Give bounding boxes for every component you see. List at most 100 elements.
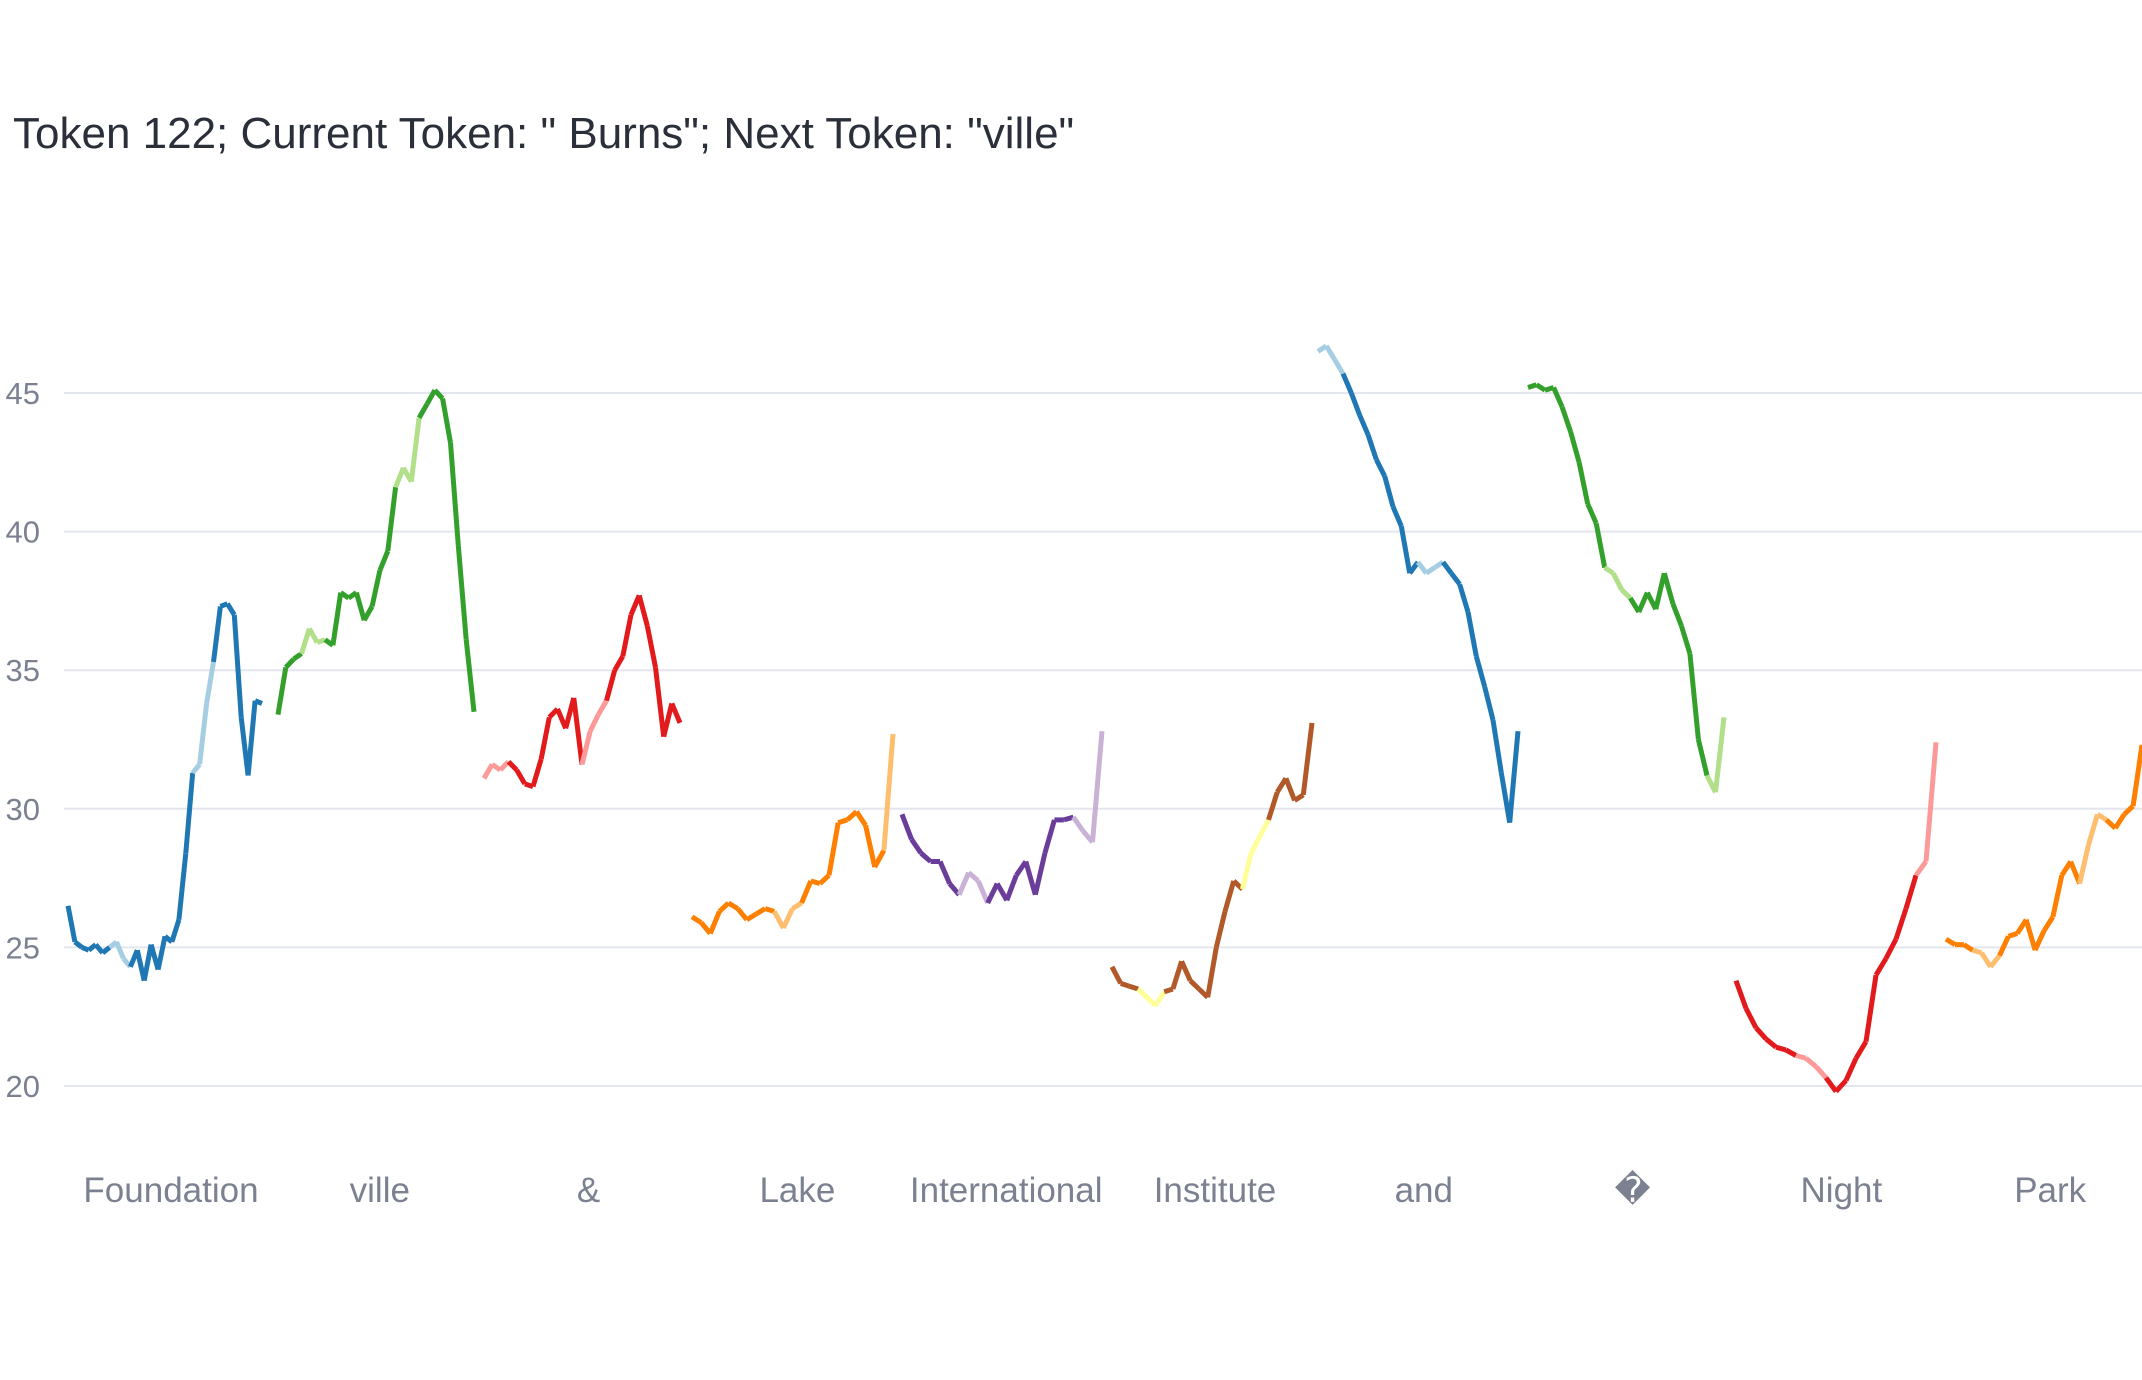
line-segment xyxy=(225,602,237,617)
line-segment xyxy=(1490,719,1504,774)
line-segment xyxy=(1610,572,1624,591)
line-segment xyxy=(1449,571,1462,586)
line-segment xyxy=(837,817,849,826)
line-segment xyxy=(1893,907,1909,940)
line-segment xyxy=(2041,915,2056,933)
line-segment xyxy=(1324,344,1337,361)
line-segment xyxy=(1071,815,1086,833)
line-segment xyxy=(1023,860,1038,896)
line-segment xyxy=(791,900,803,911)
y-tick-label: 35 xyxy=(6,653,40,688)
line-segment xyxy=(1163,986,1174,995)
line-segment xyxy=(408,417,422,483)
series-7 xyxy=(1316,343,1521,824)
line-segment xyxy=(1390,505,1404,528)
line-segment xyxy=(1670,602,1684,627)
line-segment xyxy=(176,852,189,920)
line-segment xyxy=(292,651,303,662)
line-segment xyxy=(1128,983,1139,992)
line-segment xyxy=(1695,738,1710,777)
line-segment xyxy=(1873,957,1889,977)
line-segment xyxy=(448,442,461,546)
x-tick-label: Night xyxy=(1801,1171,1883,1210)
line-segment xyxy=(1834,1078,1848,1094)
line-segment xyxy=(919,851,933,864)
y-tick-label: 25 xyxy=(6,930,40,965)
line-segment xyxy=(707,910,722,935)
line-segment xyxy=(1332,358,1346,375)
line-segment xyxy=(985,882,1000,905)
x-tick-label: & xyxy=(577,1171,600,1210)
line-segment xyxy=(854,810,868,827)
line-segment xyxy=(826,822,841,876)
line-segment xyxy=(1457,583,1471,613)
line-segment xyxy=(1903,874,1919,910)
series-4 xyxy=(690,733,896,936)
line-segment xyxy=(440,398,453,444)
line-segment xyxy=(2023,918,2038,951)
line-segment xyxy=(1424,565,1437,576)
series-10 xyxy=(1944,744,2142,969)
line-segment xyxy=(1923,742,1939,862)
line-segment xyxy=(1257,818,1271,838)
line-segment xyxy=(781,907,795,930)
line-segment xyxy=(1814,1064,1828,1080)
line-segment xyxy=(1109,965,1123,985)
line-segment xyxy=(101,945,112,955)
x-tick-label: Park xyxy=(2014,1171,2086,1210)
line-segment xyxy=(204,661,216,704)
series-1 xyxy=(65,601,263,982)
line-segment xyxy=(424,388,437,406)
line-segment xyxy=(1979,951,1993,969)
line-segment xyxy=(1340,372,1354,394)
line-segment xyxy=(1764,1036,1778,1050)
line-segment xyxy=(881,733,896,851)
line-segment xyxy=(754,906,767,917)
line-segment xyxy=(141,944,154,982)
line-segment xyxy=(2122,804,2135,817)
line-segment xyxy=(254,698,263,706)
y-tick-label: 20 xyxy=(6,1069,40,1104)
line-segment xyxy=(2077,844,2091,885)
line-segment xyxy=(1136,987,1149,1000)
x-tick-label: Foundation xyxy=(83,1171,258,1210)
line-segment xyxy=(1473,655,1488,688)
line-segment xyxy=(1357,414,1371,436)
line-segment xyxy=(818,873,831,886)
line-segment xyxy=(1042,819,1057,854)
line-segment xyxy=(219,601,229,609)
line-segment xyxy=(1559,406,1573,433)
x-tick-label: Lake xyxy=(759,1171,835,1210)
line-segment xyxy=(169,918,182,943)
line-segment xyxy=(1795,1053,1807,1061)
line-segment xyxy=(727,900,739,911)
line-segment xyxy=(80,945,90,953)
line-segment xyxy=(1382,475,1396,508)
line-segment xyxy=(1944,936,1957,947)
line-segment xyxy=(330,592,344,646)
line-segment xyxy=(1348,392,1363,417)
line-segment xyxy=(1636,591,1650,614)
line-segment xyxy=(1551,386,1565,408)
line-segment xyxy=(1283,777,1297,802)
series-9 xyxy=(1733,742,1939,1094)
line-segment xyxy=(1754,1026,1768,1041)
line-segment xyxy=(1585,502,1599,525)
line-segment xyxy=(1415,560,1429,575)
x-tick-label: ville xyxy=(350,1171,410,1210)
line-segment xyxy=(377,550,391,572)
line-segment xyxy=(1544,385,1555,393)
line-segment xyxy=(1775,1044,1787,1053)
chart-title: Token 122; Current Token: " Burns"; Next… xyxy=(13,109,1074,158)
line-segment xyxy=(1398,525,1413,574)
line-segment xyxy=(1619,588,1633,600)
line-segment xyxy=(1507,730,1521,823)
line-segment xyxy=(1063,814,1075,823)
line-segment xyxy=(1653,572,1667,610)
line-segment xyxy=(1971,947,1983,956)
line-segment xyxy=(1119,981,1131,989)
line-segment xyxy=(275,666,289,716)
line-segment xyxy=(661,702,675,738)
line-segment xyxy=(1374,458,1387,478)
line-segment xyxy=(1603,565,1615,576)
